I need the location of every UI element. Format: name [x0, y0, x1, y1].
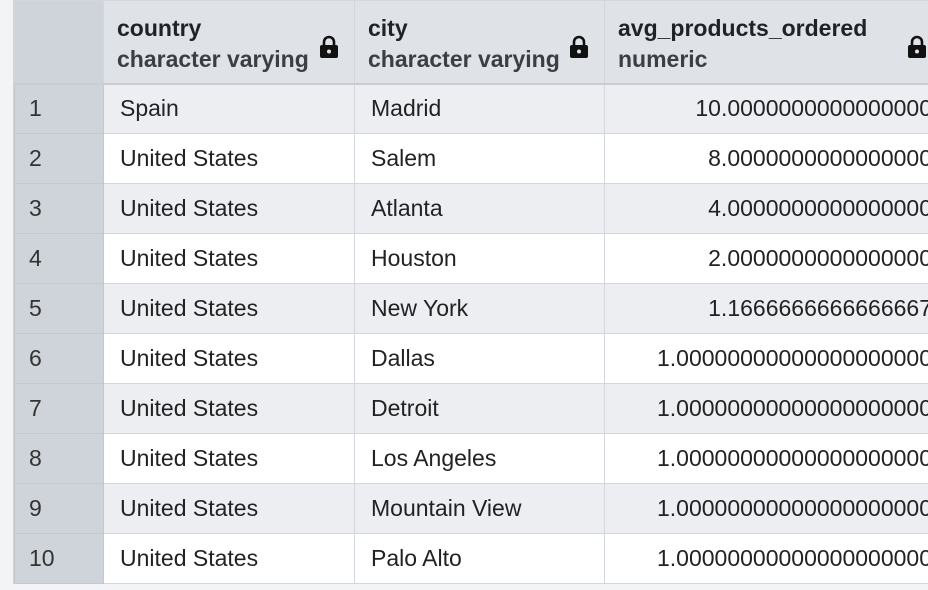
cell-country[interactable]: United States	[103, 233, 355, 284]
row-number[interactable]: 3	[14, 183, 104, 234]
header-row: country character varying city character…	[14, 0, 928, 85]
cell-avg-products-ordered[interactable]: 1.00000000000000000000	[604, 483, 928, 534]
table-row[interactable]: 8 United States Los Angeles 1.0000000000…	[14, 433, 928, 484]
row-number[interactable]: 8	[14, 433, 104, 484]
cell-country[interactable]: United States	[103, 383, 355, 434]
cell-city[interactable]: Mountain View	[354, 483, 605, 534]
cell-avg-products-ordered[interactable]: 1.1666666666666667	[604, 283, 928, 334]
cell-avg-products-ordered[interactable]: 1.00000000000000000000	[604, 533, 928, 584]
row-number[interactable]: 4	[14, 233, 104, 284]
cell-city[interactable]: Detroit	[354, 383, 605, 434]
cell-city[interactable]: Palo Alto	[354, 533, 605, 584]
table-row[interactable]: 10 United States Palo Alto 1.00000000000…	[14, 533, 928, 584]
grid-bottom-edge	[0, 584, 928, 590]
cell-city[interactable]: Madrid	[354, 83, 605, 134]
table-row[interactable]: 7 United States Detroit 1.00000000000000…	[14, 383, 928, 434]
table-row[interactable]: 6 United States Dallas 1.000000000000000…	[14, 333, 928, 384]
table-row[interactable]: 9 United States Mountain View 1.00000000…	[14, 483, 928, 534]
column-header-city[interactable]: city character varying	[354, 0, 605, 85]
lock-icon	[570, 35, 588, 58]
cell-country[interactable]: United States	[103, 483, 355, 534]
cell-city[interactable]: Dallas	[354, 333, 605, 384]
column-header-avg-products-ordered[interactable]: avg_products_ordered numeric	[604, 0, 928, 85]
row-number[interactable]: 7	[14, 383, 104, 434]
column-type: character varying	[368, 46, 560, 72]
cell-country[interactable]: United States	[103, 283, 355, 334]
cell-country[interactable]: United States	[103, 133, 355, 184]
column-type: character varying	[117, 46, 309, 72]
cell-country[interactable]: United States	[103, 433, 355, 484]
table-row[interactable]: 1 Spain Madrid 10.0000000000000000	[14, 83, 928, 134]
cell-avg-products-ordered[interactable]: 1.00000000000000000000	[604, 433, 928, 484]
result-grid: country character varying city character…	[14, 0, 928, 584]
row-number[interactable]: 10	[14, 533, 104, 584]
row-number[interactable]: 1	[14, 83, 104, 134]
row-number[interactable]: 5	[14, 283, 104, 334]
row-number-header[interactable]	[14, 0, 104, 85]
cell-avg-products-ordered[interactable]: 8.0000000000000000	[604, 133, 928, 184]
cell-avg-products-ordered[interactable]: 2.0000000000000000	[604, 233, 928, 284]
table-row[interactable]: 5 United States New York 1.1666666666666…	[14, 283, 928, 334]
cell-city[interactable]: New York	[354, 283, 605, 334]
cell-country[interactable]: United States	[103, 333, 355, 384]
cell-city[interactable]: Los Angeles	[354, 433, 605, 484]
column-name: city	[368, 15, 408, 41]
column-header-country[interactable]: country character varying	[103, 0, 355, 85]
cell-city[interactable]: Salem	[354, 133, 605, 184]
cell-country[interactable]: Spain	[103, 83, 355, 134]
cell-city[interactable]: Atlanta	[354, 183, 605, 234]
row-number[interactable]: 6	[14, 333, 104, 384]
lock-icon	[908, 35, 926, 58]
cell-country[interactable]: United States	[103, 533, 355, 584]
cell-avg-products-ordered[interactable]: 4.0000000000000000	[604, 183, 928, 234]
cell-avg-products-ordered[interactable]: 1.00000000000000000000	[604, 333, 928, 384]
table-row[interactable]: 4 United States Houston 2.00000000000000…	[14, 233, 928, 284]
column-type: numeric	[618, 46, 708, 72]
cell-city[interactable]: Houston	[354, 233, 605, 284]
row-number[interactable]: 2	[14, 133, 104, 184]
lock-icon	[320, 35, 338, 58]
column-name: avg_products_ordered	[618, 15, 868, 41]
cell-avg-products-ordered[interactable]: 1.00000000000000000000	[604, 383, 928, 434]
table-row[interactable]: 3 United States Atlanta 4.00000000000000…	[14, 183, 928, 234]
grid-left-gutter	[0, 0, 14, 590]
column-name: country	[117, 15, 202, 41]
cell-avg-products-ordered[interactable]: 10.0000000000000000	[604, 83, 928, 134]
row-number[interactable]: 9	[14, 483, 104, 534]
cell-country[interactable]: United States	[103, 183, 355, 234]
table-row[interactable]: 2 United States Salem 8.0000000000000000	[14, 133, 928, 184]
